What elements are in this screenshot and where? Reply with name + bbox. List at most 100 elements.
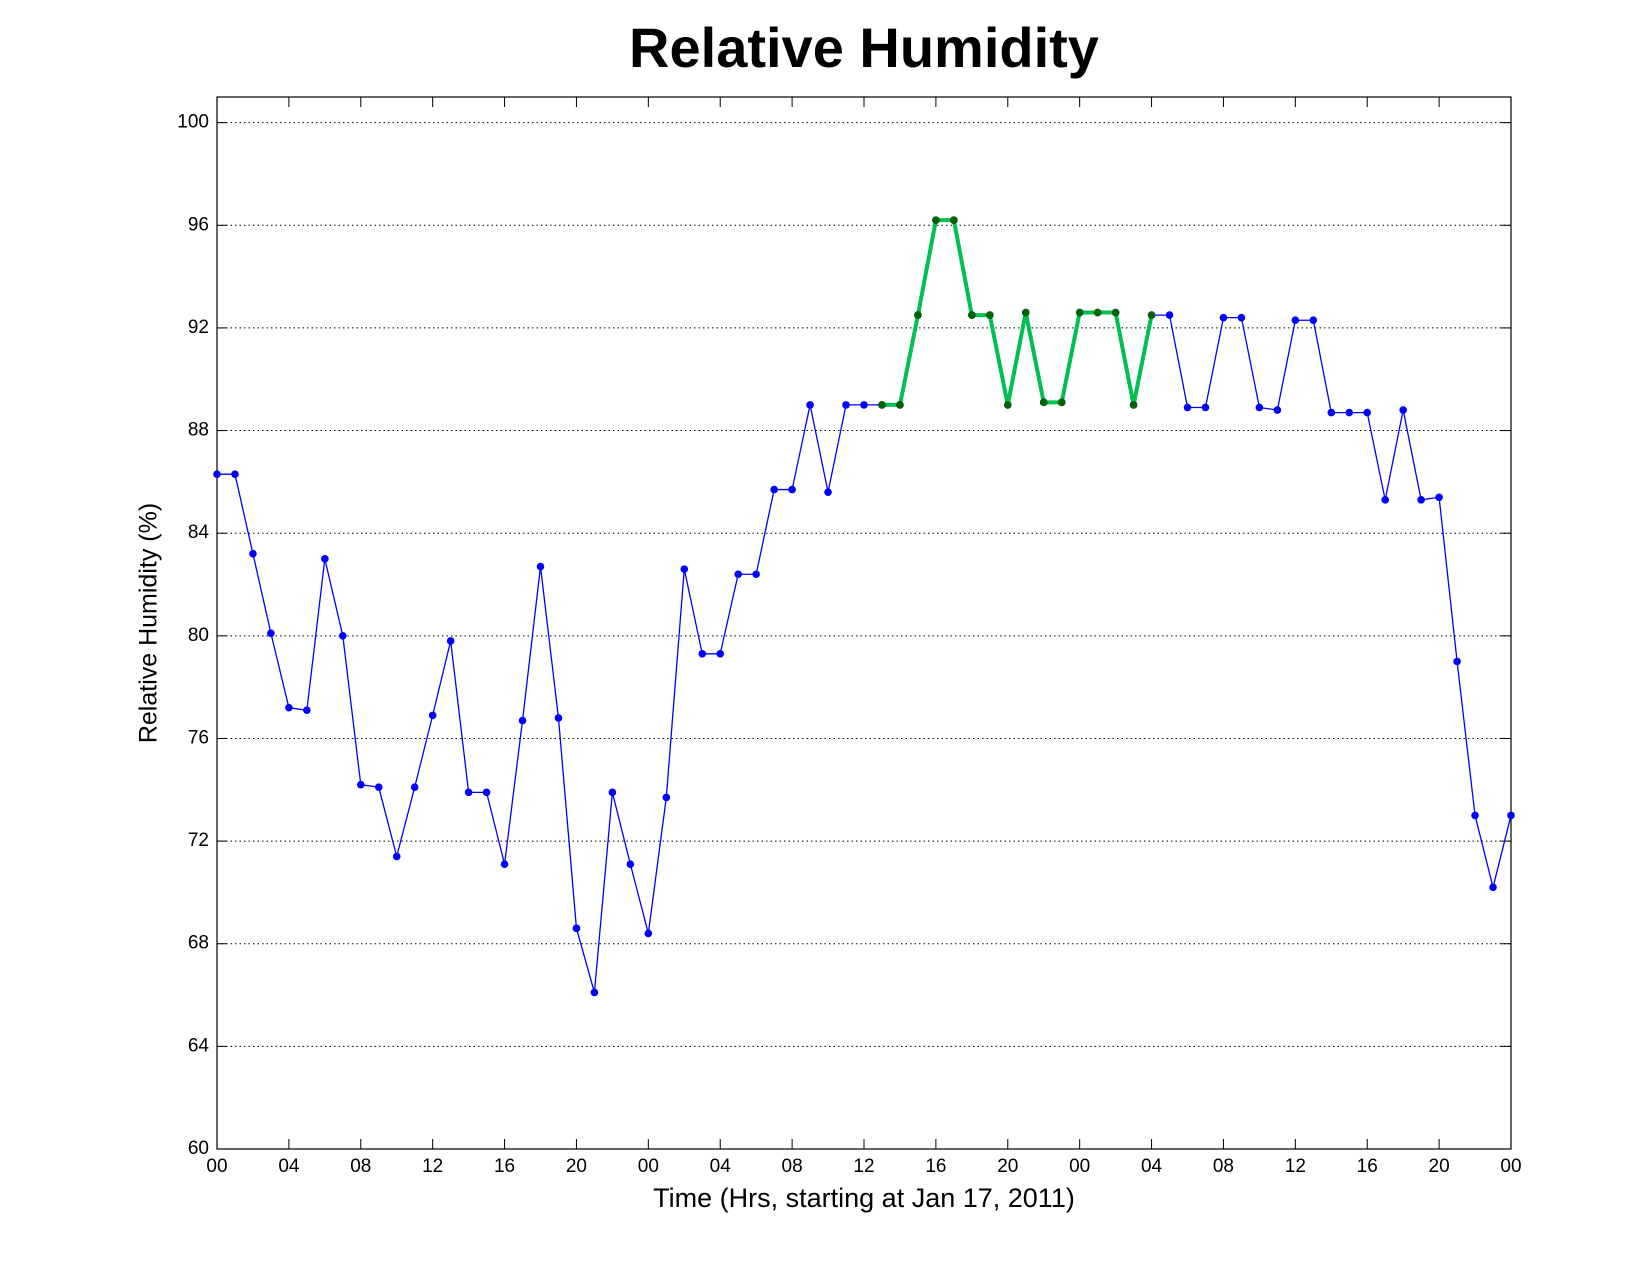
data-point <box>914 311 922 319</box>
data-point <box>662 793 671 802</box>
data-point <box>1363 408 1372 417</box>
x-tick-label: 16 <box>925 1156 946 1177</box>
y-axis-label: Relative Humidity (%) <box>135 503 163 743</box>
x-tick-label: 12 <box>1285 1156 1306 1177</box>
data-point <box>428 711 437 720</box>
data-point <box>464 788 473 797</box>
data-point <box>608 788 617 797</box>
data-point <box>1255 403 1264 412</box>
data-point <box>267 629 275 638</box>
x-tick-label: 12 <box>853 1156 874 1177</box>
data-point <box>1147 311 1156 319</box>
x-tick-label: 16 <box>1357 1156 1378 1177</box>
y-tick-label: 88 <box>188 420 209 441</box>
data-point <box>1435 493 1443 502</box>
y-tick-label: 84 <box>188 522 210 543</box>
x-tick-label: 20 <box>997 1156 1018 1177</box>
x-tick-label: 16 <box>494 1156 515 1177</box>
x-tick-label: 00 <box>206 1156 227 1177</box>
data-point <box>1021 308 1030 317</box>
x-tick-label: 08 <box>782 1156 803 1177</box>
data-point <box>644 929 653 938</box>
data-point <box>788 485 796 494</box>
y-tick-label: 96 <box>188 214 209 235</box>
data-point <box>1327 408 1336 417</box>
data-point <box>1273 406 1282 414</box>
data-point <box>321 555 329 563</box>
x-tick-label: 12 <box>422 1156 443 1177</box>
plot-frame <box>216 96 1512 1150</box>
x-tick-label: 08 <box>1213 1156 1234 1177</box>
y-tick-label: 72 <box>188 830 209 851</box>
y-tick-label: 60 <box>188 1138 209 1159</box>
data-point <box>806 401 814 409</box>
chart-title: Relative Humidity <box>629 16 1099 79</box>
x-axis-label: Time (Hrs, starting at Jan 17, 2011) <box>653 1183 1075 1213</box>
x-tick-label: 20 <box>566 1156 587 1177</box>
data-point <box>1165 311 1174 319</box>
data-point <box>770 485 778 494</box>
data-point <box>1003 401 1012 409</box>
x-tick-label: 04 <box>278 1156 300 1177</box>
series-line <box>217 219 1512 994</box>
data-point <box>249 549 257 558</box>
data-point <box>986 311 994 319</box>
data-point <box>1237 313 1246 322</box>
series-line <box>881 218 1154 407</box>
data-point <box>590 988 599 997</box>
data-point <box>860 401 868 409</box>
data-point <box>680 565 689 573</box>
data-point <box>1417 496 1425 504</box>
x-tick-label: 08 <box>350 1156 371 1177</box>
data-point <box>1507 811 1515 820</box>
y-tick-label: 100 <box>177 112 209 133</box>
data-point <box>213 470 221 478</box>
data-point <box>231 470 239 478</box>
data-point <box>1183 403 1192 412</box>
x-tick-label: 00 <box>1500 1156 1521 1177</box>
y-tick-label: 64 <box>188 1035 210 1056</box>
x-tick-label: 04 <box>710 1156 732 1177</box>
data-point <box>932 216 940 224</box>
data-point <box>1471 811 1479 820</box>
data-point <box>303 706 311 715</box>
data-point <box>734 570 742 579</box>
data-point <box>356 780 365 789</box>
data-point <box>950 216 958 224</box>
data-point <box>1219 313 1228 322</box>
data-point <box>410 783 419 792</box>
data-point <box>1399 406 1407 414</box>
data-point <box>968 311 976 319</box>
x-tick-label: 04 <box>1141 1156 1163 1177</box>
x-tick-label: 00 <box>638 1156 659 1177</box>
data-point <box>752 570 760 579</box>
x-tick-label: 20 <box>1429 1156 1450 1177</box>
x-tick-label: 00 <box>1069 1156 1090 1177</box>
data-point <box>1381 496 1389 504</box>
data-point <box>1039 398 1048 407</box>
data-point <box>1453 657 1461 666</box>
data-point <box>1345 408 1354 417</box>
data-point <box>1075 308 1084 317</box>
y-tick-label: 80 <box>188 625 209 646</box>
data-point <box>518 716 527 725</box>
data-point <box>716 649 725 658</box>
data-point <box>824 488 832 496</box>
data-point <box>1093 308 1102 317</box>
data-point <box>1309 316 1318 325</box>
data-point <box>896 401 904 409</box>
data-point <box>374 783 383 792</box>
data-point <box>285 703 293 712</box>
data-point <box>482 788 491 797</box>
data-point <box>500 860 509 868</box>
data-point <box>446 637 455 645</box>
data-point <box>698 649 707 658</box>
y-tick-label: 76 <box>188 727 209 748</box>
data-point <box>1111 308 1120 317</box>
data-point <box>392 852 401 861</box>
data-point <box>1129 401 1138 409</box>
data-point <box>1489 883 1497 892</box>
data-point <box>554 714 563 722</box>
data-point <box>626 860 635 868</box>
